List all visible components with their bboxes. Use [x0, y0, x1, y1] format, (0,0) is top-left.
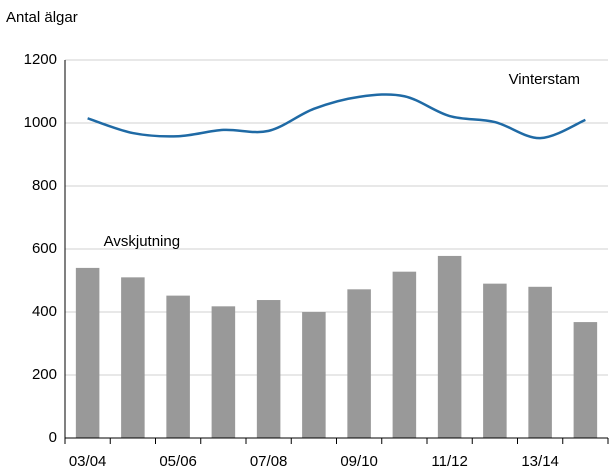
x-tick-label: 13/14: [521, 453, 559, 470]
x-tick-label: 03/04: [69, 453, 107, 470]
y-tick-label: 600: [32, 240, 57, 257]
bar: [483, 283, 507, 438]
series-label: Vinterstam: [509, 71, 580, 88]
bar: [256, 300, 281, 438]
y-tick-label: 800: [32, 177, 57, 194]
bar: [437, 255, 462, 438]
bar: [166, 295, 190, 438]
x-tick-label: 05/06: [159, 453, 197, 470]
line: [87, 93, 586, 140]
y-tick-label: 0: [49, 429, 57, 446]
x-tick-label: 09/10: [340, 453, 378, 470]
y-tick-label: 400: [32, 303, 57, 320]
bar: [347, 289, 371, 438]
bar: [528, 286, 552, 438]
bar: [392, 271, 417, 438]
bar: [302, 312, 326, 438]
y-tick-label: 1000: [24, 114, 57, 131]
series-label: Avskjutning: [104, 233, 180, 250]
bar: [121, 277, 145, 438]
bar: [75, 267, 100, 438]
y-axis-label: Antal älgar: [6, 9, 78, 26]
bar: [211, 306, 236, 438]
x-tick-label: 07/08: [250, 453, 288, 470]
x-tick-label: 11/12: [431, 453, 467, 470]
y-tick-label: 200: [32, 366, 57, 383]
bar: [573, 322, 598, 438]
y-tick-label: 1200: [24, 51, 57, 68]
